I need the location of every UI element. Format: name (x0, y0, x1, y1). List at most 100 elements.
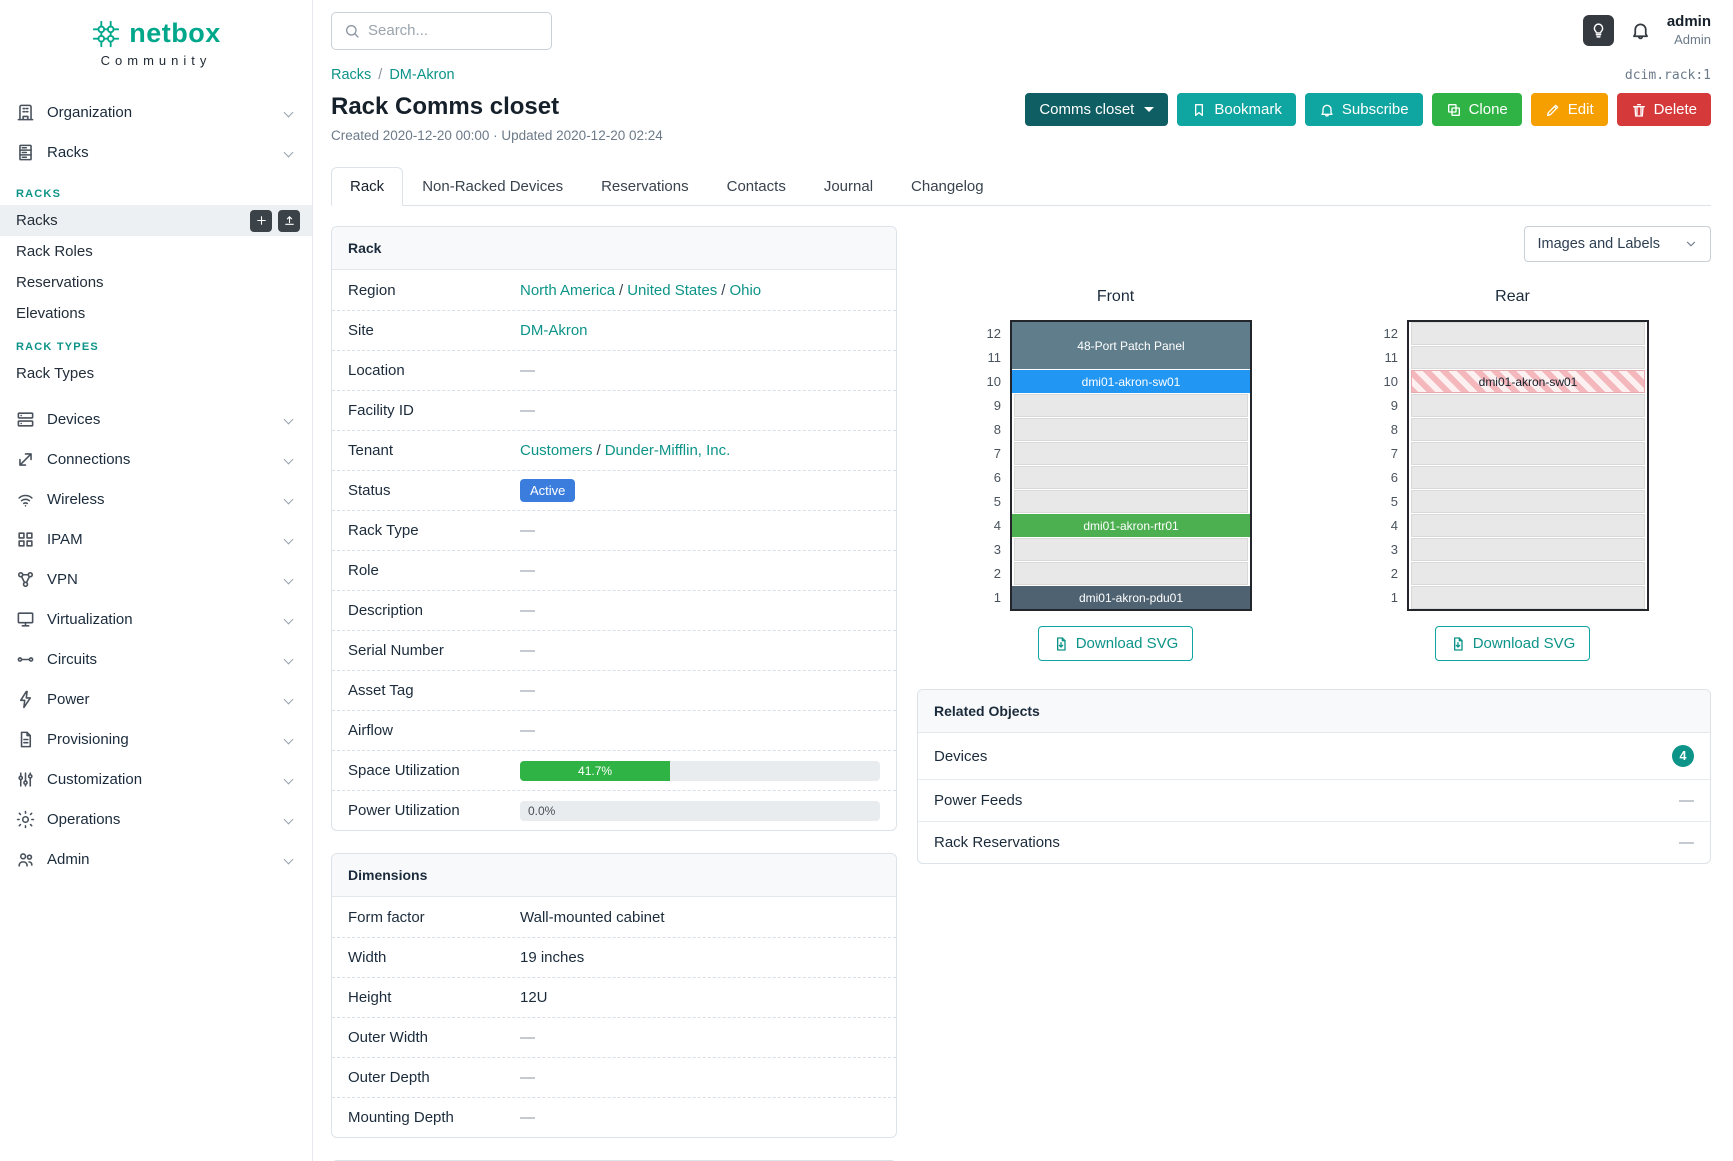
rack-unit-empty[interactable] (1411, 418, 1645, 441)
sidebar-subitem-racks[interactable]: Racks (0, 205, 312, 236)
sidebar-item-connections[interactable]: Connections (0, 439, 312, 479)
tab-rack[interactable]: Rack (331, 167, 404, 206)
submenu-header-rack-types: RACK TYPES (16, 341, 99, 353)
rack-unit-empty[interactable] (1411, 514, 1645, 537)
subscribe-button[interactable]: Subscribe (1304, 93, 1423, 126)
tab-changelog[interactable]: Changelog (911, 178, 984, 195)
chevron-down-icon (283, 574, 294, 584)
rack-card: Rack Region North America / United States /… (331, 226, 897, 831)
connections-icon (19, 452, 32, 466)
user-menu[interactable]: admin Admin (1667, 13, 1711, 48)
circuit-icon (17, 656, 34, 662)
tab-contacts[interactable]: Contacts (726, 178, 786, 195)
related-row-devices[interactable]: Devices 4 (918, 733, 1710, 779)
rack-unit-empty[interactable] (1411, 322, 1645, 345)
page-title: Rack Comms closet (331, 93, 560, 120)
rack-unit-empty[interactable] (1014, 394, 1248, 417)
rack-unit-empty[interactable] (1014, 466, 1248, 489)
add-rack-button[interactable] (250, 209, 272, 232)
field-row-region: Region North America / United States / Ohio (348, 281, 762, 299)
sidebar-subitem-elevations[interactable]: Elevations (16, 305, 86, 322)
breadcrumb-link-racks[interactable]: Racks (331, 67, 372, 83)
front-unit-numbers: 12 11 10 9 8 7 6 5 4 3 2 1 (986, 326, 1001, 605)
rack-device-sw01[interactable]: dmi01-akron-sw01 (1012, 370, 1250, 393)
clone-button[interactable]: Clone (1431, 93, 1522, 126)
front-elevation: Front 12 11 10 9 8 7 6 5 4 3 2 1 48-Port Patch Pane… (917, 266, 1314, 661)
sidebar-subitem-rack-types[interactable]: Rack Types (16, 365, 95, 382)
sidebar-item-ipam[interactable]: IPAM (0, 519, 312, 559)
rack-unit-empty[interactable] (1014, 418, 1248, 441)
breadcrumb-current[interactable]: DM-Akron (389, 67, 455, 83)
sidebar-item-wireless[interactable]: Wireless (0, 479, 312, 519)
rack-device-patch-panel[interactable]: 48-Port Patch Panel (1012, 322, 1250, 369)
related-row-power-feeds[interactable]: Power Feeds — (918, 779, 1710, 821)
images-and-labels-select[interactable]: Images and Labels (1524, 226, 1711, 262)
import-racks-button[interactable] (278, 209, 300, 232)
sidebar-item-customization[interactable]: Customization (0, 759, 312, 799)
sidebar-item-provisioning[interactable]: Provisioning (0, 719, 312, 759)
rack-unit-empty[interactable] (1411, 346, 1645, 369)
region-link-united-states[interactable]: United States (627, 281, 718, 299)
devices-count-badge: 4 (1672, 745, 1694, 767)
front-rack-box: 48-Port Patch Panel dmi01-akron-sw01 dmi… (1010, 320, 1252, 611)
theme-toggle-button[interactable] (1582, 15, 1614, 46)
download-svg-button-front[interactable]: Download SVG (1037, 626, 1194, 661)
network-nodes-icon (17, 571, 34, 587)
rack-unit-empty[interactable] (1014, 490, 1248, 513)
rack-unit-empty[interactable] (1411, 394, 1645, 417)
related-row-rack-reservations[interactable]: Rack Reservations — (918, 821, 1710, 863)
sidebar-subitem-reservations[interactable]: Reservations (16, 274, 104, 291)
search-input[interactable] (368, 22, 539, 39)
sidebar-nav: Organization Racks RACKS Racks Rack Role… (0, 92, 312, 879)
sidebar-item-virtualization[interactable]: Virtualization (0, 599, 312, 639)
download-svg-button-rear[interactable]: Download SVG (1434, 626, 1591, 661)
rack-unit-empty[interactable] (1014, 562, 1248, 585)
page-meta: Created 2020-12-20 00:00 · Updated 2020-… (331, 128, 663, 143)
rack-unit-empty[interactable] (1411, 562, 1645, 585)
tenant-link[interactable]: Dunder-Mifflin, Inc. (604, 442, 731, 459)
rack-unit-empty[interactable] (1411, 442, 1645, 465)
netbox-logo[interactable]: netbox Community (0, 0, 312, 78)
sidebar-item-vpn[interactable]: VPN (0, 559, 312, 599)
tenant-group-link[interactable]: Customers (520, 442, 593, 459)
rack-unit-empty[interactable] (1411, 538, 1645, 561)
rack-unit-empty[interactable] (1014, 442, 1248, 465)
tab-journal[interactable]: Journal (823, 178, 874, 195)
space-utilization-fill: 41.7% (520, 760, 671, 781)
delete-button[interactable]: Delete (1616, 93, 1711, 126)
sidebar-item-circuits[interactable]: Circuits (0, 639, 312, 679)
tab-non-racked-devices[interactable]: Non-Racked Devices (422, 178, 564, 195)
user-name: admin (1666, 13, 1711, 30)
sidebar-subitem-rack-roles[interactable]: Rack Roles (16, 243, 93, 260)
rack-unit-empty[interactable] (1411, 586, 1645, 609)
bookmark-button[interactable]: Bookmark (1177, 93, 1296, 126)
region-link-north-america[interactable]: North America (520, 281, 616, 299)
field-row-outer-depth: Outer Depth — (332, 1057, 896, 1097)
bookmark-icon (1195, 103, 1204, 116)
rack-device-rtr01[interactable]: dmi01-akron-rtr01 (1012, 514, 1250, 537)
copy-icon (1447, 103, 1460, 116)
sidebar-item-devices[interactable]: Devices (0, 399, 312, 439)
sidebar-item-power[interactable]: Power (0, 679, 312, 719)
rack-unit-empty[interactable] (1411, 466, 1645, 489)
rack-device-pdu01[interactable]: dmi01-akron-pdu01 (1012, 586, 1250, 609)
sidebar-item-racks[interactable]: Racks (0, 132, 312, 172)
sidebar-item-organization[interactable]: Organization (0, 92, 312, 132)
edit-button[interactable]: Edit (1530, 93, 1608, 126)
site-link[interactable]: DM-Akron (520, 322, 588, 339)
rear-rack-box: dmi01-akron-sw01 (1407, 320, 1649, 611)
rack-unit-empty[interactable] (1411, 490, 1645, 513)
rack-unit-empty[interactable] (1014, 538, 1248, 561)
region-link-ohio[interactable]: Ohio (729, 281, 762, 299)
notifications-button[interactable] (1630, 20, 1651, 41)
bell-icon (1632, 23, 1648, 40)
netbox-logo-icon (93, 20, 120, 47)
sidebar-item-operations[interactable]: Operations (0, 799, 312, 839)
rack-name-dropdown-button[interactable]: Comms closet (1025, 93, 1169, 126)
sidebar-item-admin[interactable]: Admin (0, 839, 312, 879)
field-row-airflow: Airflow — (332, 710, 896, 750)
tab-reservations[interactable]: Reservations (601, 178, 689, 195)
upload-icon (284, 216, 294, 225)
chevron-down-icon (283, 147, 294, 157)
rack-device-sw01-rear[interactable]: dmi01-akron-sw01 (1411, 370, 1645, 393)
